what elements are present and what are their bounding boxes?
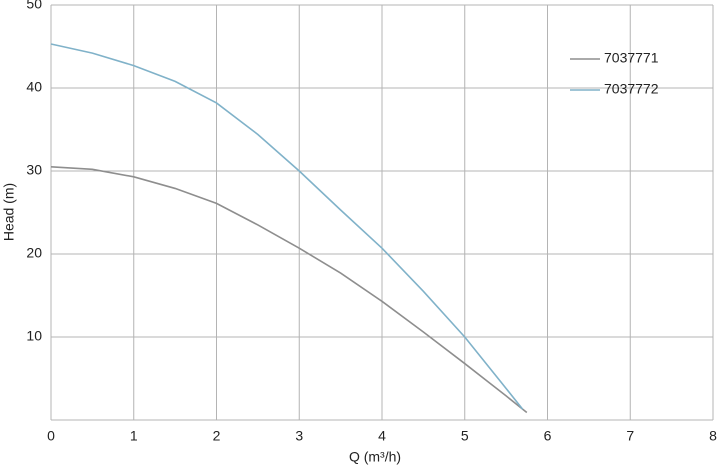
x-tick-label: 0 xyxy=(47,428,55,444)
x-tick-label: 1 xyxy=(130,428,138,444)
series-line xyxy=(50,43,524,410)
x-axis-label: Q (m³/h) xyxy=(349,449,401,465)
y-tick-label: 40 xyxy=(26,79,42,95)
x-tick-label: 5 xyxy=(461,428,469,444)
x-tick-label: 8 xyxy=(709,428,717,444)
x-tick-label: 2 xyxy=(213,428,221,444)
legend-label: 7037772 xyxy=(604,81,659,97)
y-tick-label: 20 xyxy=(26,245,42,261)
x-tick-label: 4 xyxy=(378,428,386,444)
y-tick-label: 50 xyxy=(26,0,42,12)
y-tick-label: 30 xyxy=(26,162,42,178)
x-tick-label: 7 xyxy=(626,428,634,444)
x-tick-label: 6 xyxy=(544,428,552,444)
y-axis-label: Head (m) xyxy=(1,183,17,241)
legend-label: 7037771 xyxy=(604,50,659,66)
x-tick-label: 3 xyxy=(295,428,303,444)
y-tick-label: 10 xyxy=(26,328,42,344)
series-line xyxy=(50,166,528,414)
